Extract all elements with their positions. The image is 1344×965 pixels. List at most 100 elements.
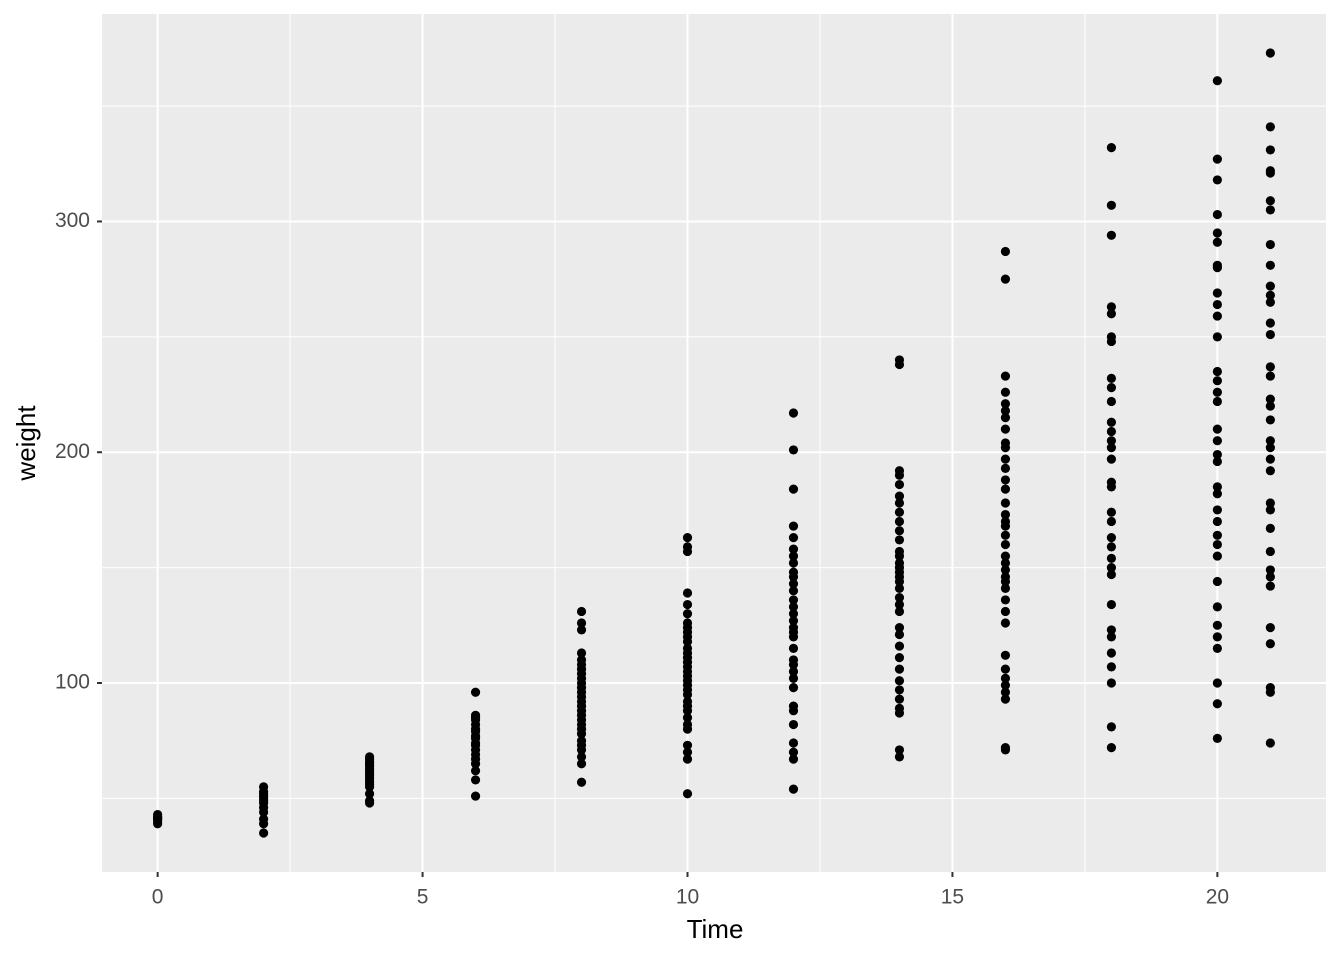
point [1212,209,1222,220]
point [682,643,693,653]
point [894,664,905,674]
point [1000,606,1011,617]
point [1265,205,1275,215]
point [894,641,905,651]
point [1000,572,1011,582]
point [470,766,481,776]
point [1212,530,1222,540]
point [788,673,799,683]
point [788,558,799,568]
point [788,623,799,633]
point [1106,678,1117,688]
point [470,775,481,785]
point [682,719,693,730]
point [1000,484,1011,494]
point [1106,533,1117,543]
point [1106,507,1117,517]
point [1265,48,1275,58]
x-tick-label: 10 [676,886,699,909]
point [1212,482,1222,492]
point [1212,260,1222,270]
point [682,747,693,757]
point [1212,237,1222,247]
point [788,609,799,619]
point [1000,371,1011,381]
point [788,484,799,494]
point [1000,664,1011,674]
point [1000,413,1011,423]
point [1106,426,1117,437]
point [1106,477,1117,487]
point [788,602,799,612]
point [1265,145,1275,155]
point [1265,505,1275,515]
y-tick-label: 100 [55,671,90,694]
point [682,696,693,707]
point [894,526,905,536]
point [259,782,269,792]
point [788,754,799,764]
point [788,784,799,794]
point [1106,396,1117,407]
point [1106,230,1117,240]
point [894,546,905,557]
panel [102,14,1326,872]
point [1212,733,1222,743]
point [682,542,693,552]
point [576,777,587,787]
point [1212,332,1222,342]
point [1106,143,1117,153]
point [1106,383,1117,393]
point [576,618,587,628]
point [1000,539,1011,550]
point [894,507,905,517]
point [576,655,587,665]
point [788,521,799,531]
point [1000,694,1011,704]
point [364,752,375,762]
point [682,789,693,799]
point [1106,632,1117,642]
x-axis-title: Time [687,914,744,944]
point [1000,618,1011,628]
point [1000,687,1011,697]
point [576,606,587,617]
point [1265,565,1275,575]
point [576,752,587,762]
point [1106,722,1117,732]
point [894,703,905,713]
point [1000,595,1011,605]
point [788,445,799,455]
point [1265,401,1275,411]
point [1106,542,1117,552]
point [1212,299,1222,310]
point [894,676,905,686]
point [682,740,693,750]
point [1265,738,1275,748]
point [1000,475,1011,485]
point [1212,228,1222,238]
point [1212,387,1222,397]
point [1265,297,1275,307]
point [1265,239,1275,250]
point [259,814,269,824]
point [1000,509,1011,520]
point [1000,743,1011,753]
point [1106,443,1117,453]
point [1212,456,1222,467]
point [1212,505,1222,515]
point [894,752,905,762]
point [1265,122,1275,132]
point [1265,362,1275,372]
point [1265,318,1275,328]
point [1212,288,1222,298]
point [1265,443,1275,453]
point [682,713,693,723]
point [1265,683,1275,693]
point [788,666,799,677]
point [1265,329,1275,340]
point [1000,583,1011,593]
point [682,754,693,764]
